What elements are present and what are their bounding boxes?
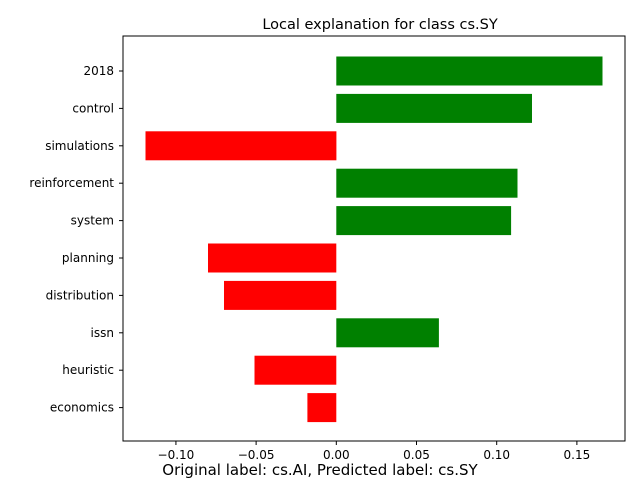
x-tick-label: 0.00 bbox=[323, 448, 350, 462]
y-tick-label: simulations bbox=[45, 139, 114, 153]
x-tick-label: −0.10 bbox=[158, 448, 195, 462]
bar-system bbox=[336, 206, 512, 236]
bar-issn bbox=[336, 318, 439, 348]
y-tick-label: issn bbox=[91, 326, 114, 340]
bar-2018 bbox=[336, 56, 603, 86]
bar-distribution bbox=[224, 280, 337, 310]
bar-reinforcement bbox=[336, 168, 518, 198]
bar-planning bbox=[208, 243, 337, 273]
y-axis: 2018 control simulations reinforcement syste… bbox=[29, 64, 123, 415]
axes-frame bbox=[122, 35, 626, 442]
y-tick-label: heuristic bbox=[62, 363, 114, 377]
bar-heuristic bbox=[254, 355, 337, 385]
y-tick-label: planning bbox=[62, 251, 114, 265]
bar-economics bbox=[307, 393, 337, 423]
y-tick-label: distribution bbox=[46, 288, 114, 302]
y-tick-label: 2018 bbox=[83, 64, 114, 78]
y-tick-label: control bbox=[72, 101, 114, 115]
bar-simulations bbox=[145, 131, 337, 161]
y-tick-label: economics bbox=[50, 401, 114, 415]
bars-group bbox=[145, 56, 603, 423]
chart-title: Local explanation for class cs.SY bbox=[262, 17, 498, 33]
x-tick-label: −0.05 bbox=[238, 448, 275, 462]
bar-control bbox=[336, 93, 532, 123]
x-axis: −0.10 −0.05 0.00 0.05 0.10 0.15 bbox=[158, 441, 591, 462]
x-tick-label: 0.05 bbox=[403, 448, 430, 462]
chart-caption: Original label: cs.AI, Predicted label: … bbox=[162, 461, 478, 479]
y-tick-label: reinforcement bbox=[29, 176, 114, 190]
x-tick-label: 0.10 bbox=[483, 448, 510, 462]
x-tick-label: 0.15 bbox=[564, 448, 591, 462]
y-tick-label: system bbox=[71, 214, 114, 228]
